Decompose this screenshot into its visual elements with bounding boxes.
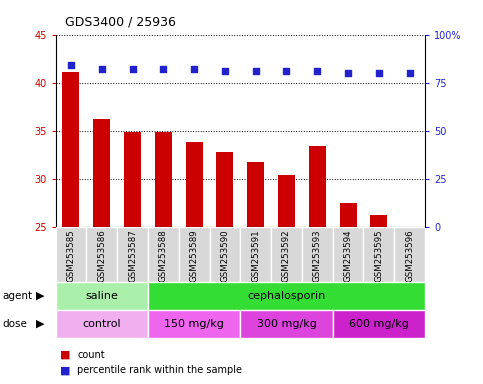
- Bar: [271, 227, 302, 282]
- Text: GSM253590: GSM253590: [220, 229, 229, 282]
- Bar: [333, 310, 425, 338]
- Bar: [124, 132, 141, 227]
- Text: cephalosporin: cephalosporin: [247, 291, 326, 301]
- Text: dose: dose: [2, 319, 28, 329]
- Text: GSM253594: GSM253594: [343, 229, 353, 282]
- Text: GSM253592: GSM253592: [282, 229, 291, 282]
- Bar: [333, 227, 364, 282]
- Bar: [148, 310, 241, 338]
- Text: GSM253586: GSM253586: [97, 229, 106, 282]
- Text: ■: ■: [60, 350, 71, 360]
- Text: GDS3400 / 25936: GDS3400 / 25936: [65, 15, 176, 28]
- Bar: [364, 227, 394, 282]
- Point: [344, 70, 352, 76]
- Text: percentile rank within the sample: percentile rank within the sample: [77, 365, 242, 375]
- Point: [313, 68, 321, 74]
- Bar: [340, 203, 356, 227]
- Bar: [179, 227, 210, 282]
- Text: ▶: ▶: [36, 291, 45, 301]
- Bar: [302, 227, 333, 282]
- Point: [252, 68, 259, 74]
- Bar: [185, 142, 202, 227]
- Text: ■: ■: [60, 365, 71, 375]
- Text: 600 mg/kg: 600 mg/kg: [349, 319, 409, 329]
- Text: saline: saline: [85, 291, 118, 301]
- Point: [283, 68, 290, 74]
- Bar: [155, 132, 172, 227]
- Point: [159, 66, 167, 72]
- Bar: [56, 227, 86, 282]
- Bar: [56, 282, 148, 310]
- Bar: [216, 152, 233, 227]
- Text: count: count: [77, 350, 105, 360]
- Text: control: control: [83, 319, 121, 329]
- Text: GSM253588: GSM253588: [159, 229, 168, 282]
- Text: 300 mg/kg: 300 mg/kg: [256, 319, 316, 329]
- Bar: [62, 72, 79, 227]
- Bar: [278, 175, 295, 227]
- Text: GSM253591: GSM253591: [251, 229, 260, 282]
- Bar: [370, 215, 387, 227]
- Text: GSM253593: GSM253593: [313, 229, 322, 282]
- Text: GSM253587: GSM253587: [128, 229, 137, 282]
- Text: agent: agent: [2, 291, 32, 301]
- Point: [406, 70, 413, 76]
- Text: 150 mg/kg: 150 mg/kg: [164, 319, 224, 329]
- Bar: [309, 146, 326, 227]
- Text: GSM253595: GSM253595: [374, 229, 384, 282]
- Point: [221, 68, 229, 74]
- Point: [128, 66, 136, 72]
- Text: GSM253596: GSM253596: [405, 229, 414, 282]
- Point: [190, 66, 198, 72]
- Bar: [210, 227, 240, 282]
- Bar: [241, 310, 333, 338]
- Bar: [56, 310, 148, 338]
- Bar: [394, 227, 425, 282]
- Bar: [247, 162, 264, 227]
- Bar: [93, 119, 110, 227]
- Text: ▶: ▶: [36, 319, 45, 329]
- Point: [67, 62, 75, 68]
- Point: [98, 66, 106, 72]
- Text: GSM253589: GSM253589: [190, 229, 199, 282]
- Bar: [148, 282, 425, 310]
- Bar: [240, 227, 271, 282]
- Text: GSM253585: GSM253585: [67, 229, 75, 282]
- Point: [375, 70, 383, 76]
- Bar: [148, 227, 179, 282]
- Bar: [86, 227, 117, 282]
- Bar: [117, 227, 148, 282]
